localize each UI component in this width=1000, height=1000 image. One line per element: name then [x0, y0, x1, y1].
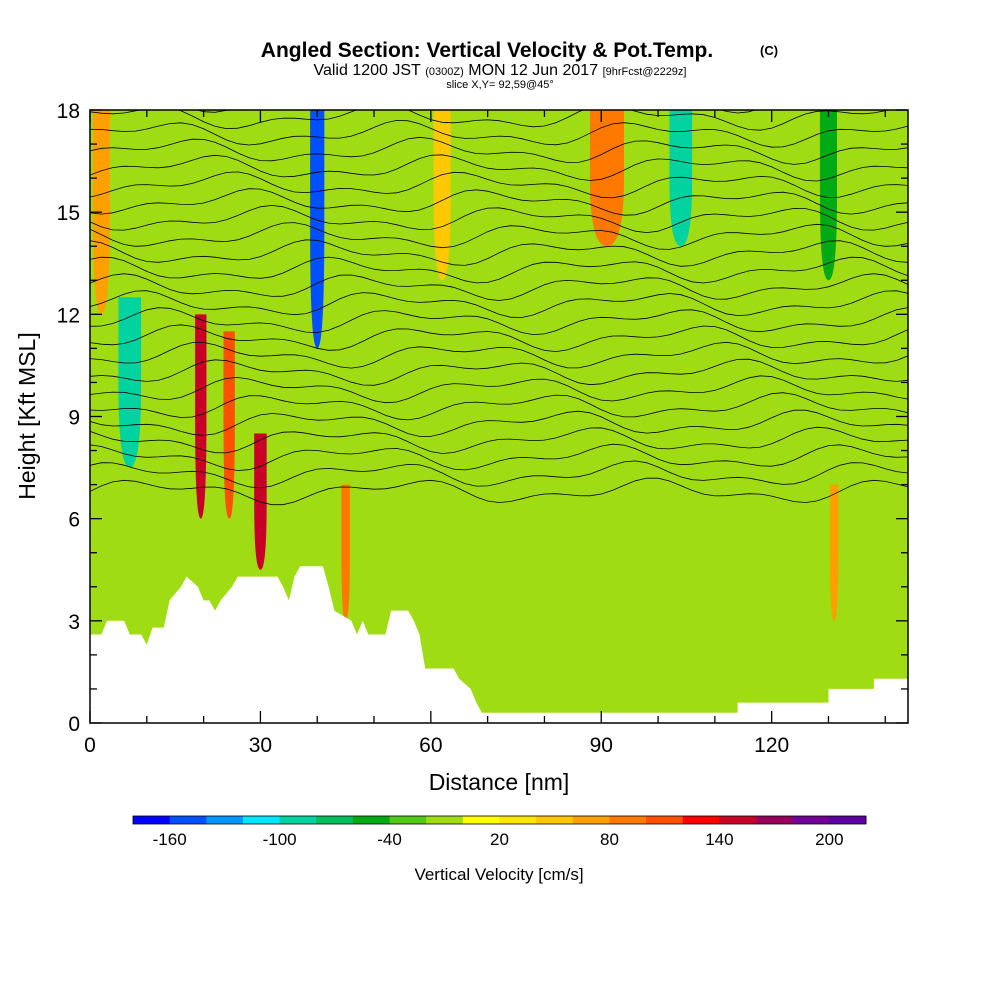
- y-tick-label-12: 12: [57, 304, 80, 327]
- plot-area: [90, 110, 908, 723]
- colorbar-swatch-6: [352, 816, 391, 824]
- y-tick-label-9: 9: [68, 407, 80, 430]
- colorbar-swatch-10: [499, 816, 537, 824]
- colorbar-tick-label--160: -160: [153, 830, 187, 849]
- theta-contour-16: [90, 204, 908, 234]
- theta-contour-15: [90, 222, 908, 250]
- colorbar-swatch-7: [389, 816, 427, 824]
- y-tick-label-0: 0: [68, 713, 80, 736]
- x-tick-label-120: 120: [754, 734, 789, 757]
- colorbar-swatch-0: [133, 816, 171, 824]
- colorbar-tick-label--40: -40: [377, 830, 402, 849]
- colorbar: -160 -100 -40 20 80 140 200: [132, 815, 867, 849]
- theta-contour-2: [90, 443, 908, 471]
- title-mark: (C): [760, 43, 778, 58]
- colorbar-swatch-17: [756, 816, 794, 824]
- colorbar-swatch-3: [242, 816, 281, 824]
- theta-contour-1: [90, 460, 908, 489]
- colorbar-tick-label-140: 140: [705, 830, 733, 849]
- theta-contour-10: [90, 307, 908, 336]
- velocity-band-1: [118, 297, 142, 468]
- velocity-band-7: [433, 110, 451, 281]
- velocity-band-8: [589, 110, 624, 247]
- terrain-mask: [90, 566, 908, 723]
- y-tick-label-15: 15: [57, 202, 80, 225]
- colorbar-swatch-4: [279, 816, 317, 824]
- theta-contour-13: [90, 256, 908, 284]
- velocity-band-11: [829, 484, 839, 621]
- colorbar-swatch-12: [572, 816, 610, 824]
- colorbar-swatch-2: [206, 816, 244, 824]
- x-axis: 0 30 60 90 120: [84, 110, 886, 757]
- x-axis-label: Distance [nm]: [429, 769, 570, 795]
- theta-contour-5: [90, 392, 908, 421]
- theta-contour-20: [90, 136, 908, 165]
- potential-temperature-contours: [90, 110, 908, 506]
- theta-contour-17: [90, 188, 908, 216]
- theta-contour-22: [90, 110, 891, 131]
- slice-label: slice X,Y= 92,59@45°: [446, 79, 554, 91]
- theta-contour-18: [90, 171, 908, 199]
- theta-contour-11: [90, 290, 908, 318]
- colorbar-label: Vertical Velocity [cm/s]: [414, 865, 583, 884]
- colorbar-swatch-19: [829, 816, 867, 824]
- velocity-band-3: [223, 331, 235, 519]
- colorbar-swatch-16: [719, 816, 757, 824]
- colorbar-swatch-18: [792, 816, 830, 824]
- x-tick-label-30: 30: [249, 734, 272, 757]
- theta-contour-8: [90, 341, 908, 369]
- theta-contour-3: [90, 426, 908, 454]
- theta-contour-14: [90, 239, 908, 267]
- colorbar-swatch-11: [536, 816, 574, 824]
- chart-title: Angled Section: Vertical Velocity & Pot.…: [261, 39, 713, 62]
- theta-contour-21: [90, 119, 908, 148]
- x-tick-label-60: 60: [419, 734, 442, 757]
- theta-contour-6: [90, 375, 908, 404]
- colorbar-tick-label-80: 80: [600, 830, 619, 849]
- theta-contour-0: [90, 477, 908, 506]
- x-tick-label-90: 90: [590, 734, 613, 757]
- theta-contour-9: [90, 324, 908, 353]
- colorbar-tick-label-20: 20: [490, 830, 509, 849]
- colorbar-swatch-9: [462, 816, 500, 824]
- theta-contour-4: [90, 409, 908, 437]
- velocity-band-6: [341, 484, 350, 621]
- velocity-band-10: [819, 110, 837, 281]
- y-tick-label-3: 3: [68, 611, 80, 634]
- chart-subtitle: Valid 1200 JST (0300Z) MON 12 Jun 2017 […: [313, 62, 686, 79]
- colorbar-swatch-15: [682, 816, 720, 824]
- velocity-band-9: [669, 110, 693, 247]
- colorbar-swatch-1: [169, 816, 207, 824]
- velocity-band-2: [195, 314, 207, 519]
- colorbar-swatch-5: [316, 816, 354, 824]
- y-tick-label-18: 18: [57, 100, 80, 123]
- theta-contour-19: [90, 154, 908, 182]
- colorbar-tick-label-200: 200: [815, 830, 843, 849]
- colorbar-swatch-14: [646, 816, 684, 824]
- colorbar-frame: [132, 815, 867, 825]
- theta-contour-7: [90, 358, 908, 386]
- x-tick-label-0: 0: [84, 734, 96, 757]
- theta-contour-12: [90, 273, 908, 301]
- y-tick-label-6: 6: [68, 509, 80, 532]
- y-axis: 0 3 6 9 12 15 18: [57, 100, 908, 736]
- colorbar-swatch-8: [426, 816, 464, 824]
- y-axis-label: Height [Kft MSL]: [14, 332, 40, 499]
- colorbar-tick-label--100: -100: [263, 830, 297, 849]
- colorbar-swatch-13: [609, 816, 647, 824]
